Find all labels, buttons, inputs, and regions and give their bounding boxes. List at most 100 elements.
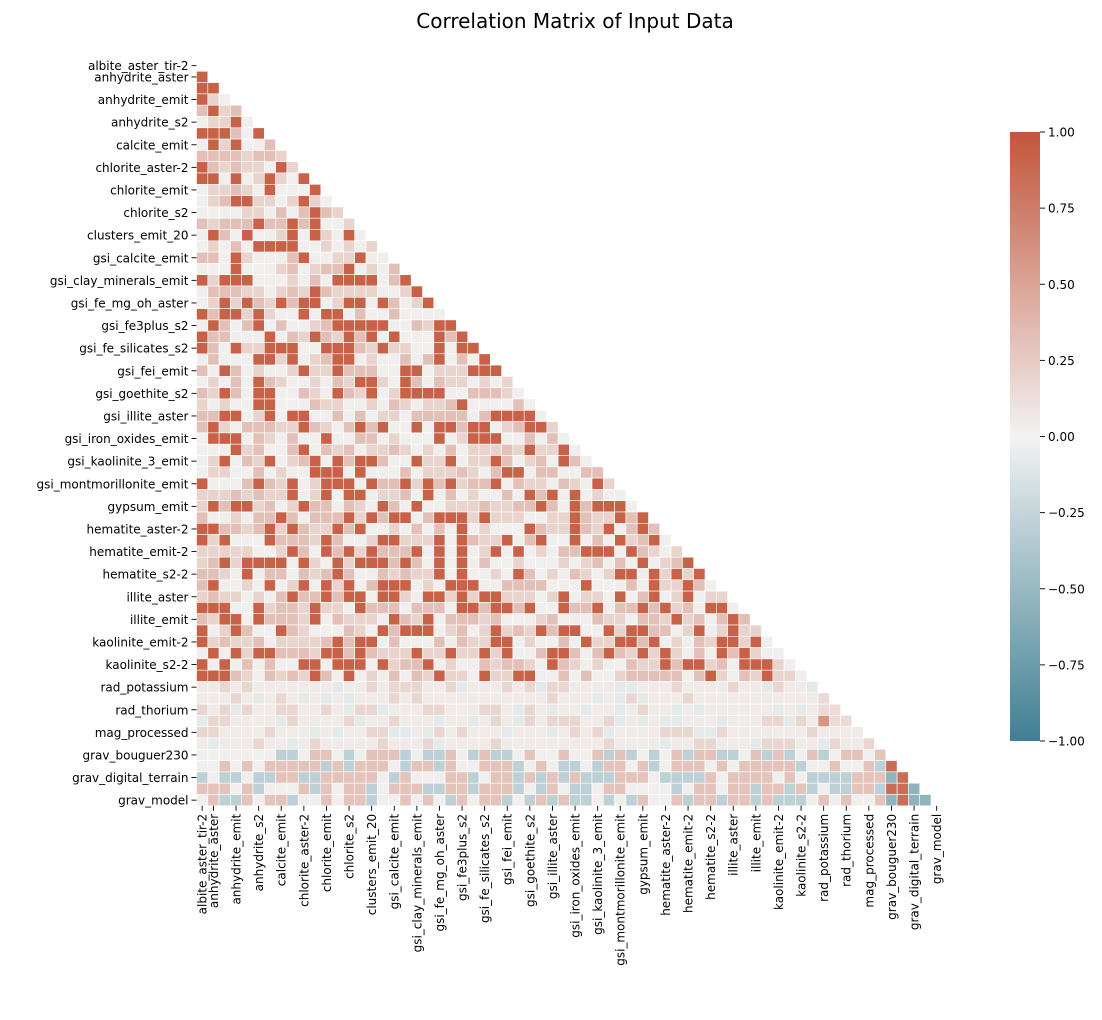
heatmap-cell — [636, 522, 649, 535]
heatmap-cell — [399, 624, 412, 637]
heatmap-cell — [320, 534, 333, 547]
heatmap-cell — [625, 579, 638, 592]
heatmap-cell — [817, 703, 830, 716]
heatmap-cell — [715, 794, 728, 807]
heatmap-cell — [512, 443, 525, 456]
heatmap-cell — [783, 658, 796, 671]
heatmap-cell — [761, 794, 774, 807]
heatmap-cell — [343, 681, 355, 694]
heatmap-cell — [388, 635, 401, 648]
heatmap-cell — [501, 545, 514, 558]
heatmap-cell — [546, 692, 559, 705]
heatmap-cell — [275, 477, 288, 490]
heatmap-cell — [489, 579, 502, 592]
heatmap-cell — [591, 477, 604, 490]
heatmap-cell — [354, 568, 367, 581]
heatmap-cell — [546, 681, 559, 694]
heatmap-cell — [512, 602, 525, 615]
heatmap-cell — [399, 319, 412, 332]
heatmap-cell — [343, 658, 355, 671]
heatmap-cell — [297, 590, 310, 603]
heatmap-cell — [772, 737, 785, 750]
heatmap-cell — [320, 229, 333, 242]
heatmap-cell — [207, 206, 220, 219]
heatmap-cell — [286, 590, 299, 603]
heatmap-cell — [309, 263, 322, 275]
heatmap-cell — [512, 522, 525, 535]
heatmap-cell — [648, 613, 661, 626]
heatmap-cell — [365, 748, 378, 761]
x-tick-label: clusters_emit_20 — [365, 814, 379, 915]
heatmap-cell — [376, 489, 389, 501]
heatmap-cell — [738, 771, 751, 784]
colorbar-tick-label: −0.75 — [1048, 658, 1085, 672]
heatmap-cell — [297, 229, 310, 242]
heatmap-cell — [614, 692, 627, 705]
heatmap-cell — [343, 330, 355, 343]
heatmap-cell — [297, 602, 310, 615]
heatmap-cell — [376, 296, 389, 309]
heatmap-cell — [196, 251, 209, 264]
heatmap-cell — [422, 376, 435, 388]
heatmap-cell — [410, 545, 423, 558]
heatmap-cell — [275, 466, 288, 479]
heatmap-cell — [207, 308, 220, 321]
heatmap-cell — [636, 590, 649, 603]
heatmap-cell — [297, 534, 310, 547]
heatmap-cell — [410, 342, 423, 355]
heatmap-cell — [704, 602, 717, 615]
heatmap-cell — [828, 715, 841, 728]
heatmap-cell — [422, 534, 435, 547]
heatmap-cell — [456, 522, 468, 535]
heatmap-cell — [218, 353, 231, 366]
heatmap-cell — [444, 715, 457, 728]
heatmap-cell — [399, 556, 412, 569]
heatmap-cell — [286, 477, 299, 490]
heatmap-cell — [331, 669, 344, 682]
heatmap-cell — [252, 409, 265, 422]
heatmap-cell — [478, 692, 491, 705]
heatmap-cell — [230, 172, 242, 185]
x-tick-label: hematite_aster-2 — [659, 814, 673, 916]
heatmap-cell — [444, 534, 457, 547]
heatmap-cell — [715, 748, 728, 761]
heatmap-cell — [309, 726, 322, 739]
heatmap-cell — [783, 760, 796, 773]
heatmap-cell — [331, 726, 344, 739]
heatmap-cell — [648, 726, 661, 739]
heatmap-cell — [444, 692, 457, 705]
heatmap-cell — [715, 726, 728, 739]
heatmap-cell — [365, 342, 378, 355]
heatmap-cell — [218, 692, 231, 705]
heatmap-cell — [207, 624, 220, 637]
heatmap-cell — [196, 138, 209, 151]
heatmap-cell — [546, 669, 559, 682]
heatmap-cell — [467, 477, 480, 490]
heatmap-cell — [636, 748, 649, 761]
heatmap-cell — [569, 545, 582, 558]
heatmap-cell — [286, 195, 299, 208]
heatmap-cell — [772, 715, 785, 728]
heatmap-cell — [410, 737, 423, 750]
heatmap-cell — [670, 635, 683, 648]
heatmap-cell — [659, 681, 672, 694]
heatmap-cell — [263, 748, 276, 761]
heatmap-cell — [625, 715, 638, 728]
heatmap-cell — [297, 443, 310, 456]
heatmap-cell — [670, 556, 683, 569]
x-tick-label: kaolinite_s2-2 — [795, 814, 809, 897]
heatmap-cell — [874, 748, 887, 761]
y-tick-label: illite_aster — [126, 590, 188, 604]
heatmap-cell — [252, 421, 265, 434]
heatmap-cell — [433, 477, 446, 490]
heatmap-cell — [297, 330, 310, 343]
heatmap-cell — [704, 692, 717, 705]
heatmap-cell — [343, 545, 355, 558]
heatmap-cell — [535, 466, 548, 479]
y-tick-label: illite_emit — [130, 613, 189, 627]
heatmap-cell — [862, 760, 875, 773]
heatmap-cell — [648, 624, 661, 637]
heatmap-cell — [286, 432, 299, 445]
heatmap-cell — [738, 647, 751, 660]
heatmap-cell — [444, 624, 457, 637]
